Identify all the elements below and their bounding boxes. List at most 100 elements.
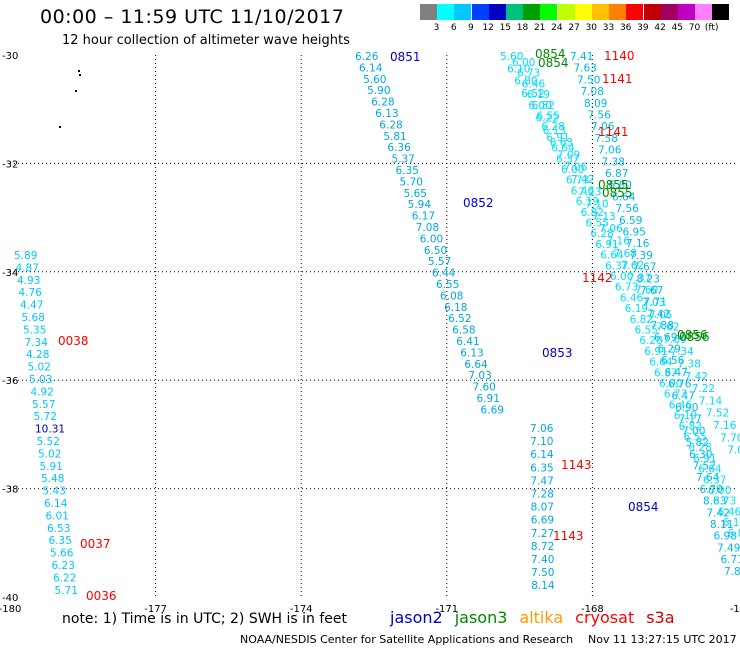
swh-value: 7.23 xyxy=(578,186,601,198)
swh-value: 7.06 xyxy=(564,162,588,174)
swh-value: 7.38 xyxy=(678,359,701,371)
time-label: 0037 xyxy=(80,537,111,551)
swh-value: 7.16 xyxy=(626,238,650,250)
swh-value: 5.60 xyxy=(500,51,523,63)
swh-value: 5.71 xyxy=(55,585,78,597)
swh-value: 6.26 xyxy=(355,51,379,63)
swh-value: 7.27 xyxy=(531,528,554,540)
swh-value: 5.03 xyxy=(29,374,52,386)
legend-swatch xyxy=(471,4,489,20)
legend-swatch xyxy=(626,4,644,20)
legend-label: 42 xyxy=(654,23,666,33)
swh-value: 4.76 xyxy=(19,287,43,299)
swh-value-overlap: 6.46 xyxy=(522,78,546,90)
legend-label: 39 xyxy=(637,23,649,33)
satellite-legend: jason2 jason3 altika cryosat s3a xyxy=(390,608,687,627)
swh-value: 8.11 xyxy=(710,519,733,531)
data-dot xyxy=(78,70,80,72)
time-label: 0036 xyxy=(86,589,117,603)
swh-value: 8.72 xyxy=(531,541,554,553)
swh-value: 7.00 xyxy=(682,425,705,437)
swh-value: 6.08 xyxy=(440,290,463,302)
swh-value: 6.69 xyxy=(654,332,677,344)
swh-value: 6.50 xyxy=(424,245,447,257)
swh-value-overlap: 6.19 xyxy=(576,196,599,208)
data-dot xyxy=(75,90,77,92)
swh-value-overlap: 6.91 xyxy=(595,239,618,251)
swh-value-overlap: 6.46 xyxy=(669,399,693,411)
swh-value: 6.14 xyxy=(44,498,68,510)
legend-label: (ft) xyxy=(704,23,719,33)
swh-value: 5.02 xyxy=(28,362,51,374)
swh-value: 7.10 xyxy=(585,199,608,211)
swh-value: 7.03 xyxy=(468,370,491,382)
swh-value: 7.34 xyxy=(670,346,694,358)
swh-value: 6.18 xyxy=(444,302,467,314)
swh-value: 7.60 xyxy=(635,285,658,297)
time-label: 1142 xyxy=(582,271,613,285)
satellite-s3a: s3a xyxy=(646,608,675,627)
swh-value: 7.62 xyxy=(656,322,679,334)
swh-value: 6.80 xyxy=(609,180,632,192)
swh-value: 6.41 xyxy=(456,336,479,348)
legend-label: 6 xyxy=(450,23,457,33)
swh-value: 6.00 xyxy=(420,233,443,245)
time-label: 0854 xyxy=(538,56,569,70)
swh-value: 6.44 xyxy=(432,268,456,280)
legend-swatch xyxy=(454,4,472,20)
swh-value: 6.10 xyxy=(507,63,530,75)
legend-swatch xyxy=(660,4,678,20)
swh-value: 7.40 xyxy=(531,554,554,566)
swh-value: 7.42 xyxy=(647,308,670,320)
swh-value-overlap: 6.00 xyxy=(512,57,535,69)
footer-credit: NOAA/NESDIS Center for Satellite Applica… xyxy=(240,633,574,646)
swh-value: 7.34 xyxy=(25,337,49,349)
swh-value: 7.14 xyxy=(699,395,723,407)
swh-value: 6.30 xyxy=(689,449,712,461)
legend-label: 36 xyxy=(619,23,632,33)
satellite-cryosat: cryosat xyxy=(575,608,635,627)
swh-value: 5.35 xyxy=(23,324,46,336)
swh-value-overlap: 6.28 xyxy=(590,228,613,240)
swh-value-overlap: 6.64 xyxy=(698,464,722,476)
swh-value-overlap: 6.91 xyxy=(693,453,716,465)
swh-value: 7.47 xyxy=(530,475,553,487)
swh-value: 7.22 xyxy=(692,383,715,395)
swh-value-overlap: 6.55 xyxy=(586,218,609,230)
legend-label: 30 xyxy=(585,23,598,33)
swh-value: 8.23 xyxy=(637,273,660,285)
swh-value: 6.22 xyxy=(536,113,559,125)
y-tick-label: -36 xyxy=(2,376,18,387)
swh-value: 5.52 xyxy=(37,436,60,448)
swh-value: 4.93 xyxy=(17,275,40,287)
swh-value: 7.05 xyxy=(649,309,672,321)
swh-value: 6.80 xyxy=(514,76,537,88)
swh-value: 7.50 xyxy=(577,74,600,86)
swh-value: 6.17 xyxy=(412,211,435,223)
legend-label: 3 xyxy=(433,23,440,33)
legend-label: 15 xyxy=(499,23,512,33)
swh-value-overlap: 6.28 xyxy=(639,335,662,347)
swh-value: 7.64 xyxy=(696,472,720,484)
y-tick-label: -30 xyxy=(2,51,18,62)
swh-value: 6.91 xyxy=(477,393,500,405)
swh-value: 6.70 xyxy=(700,484,723,496)
time-label: 1143 xyxy=(553,529,584,543)
swh-value-overlap: 6.19 xyxy=(674,410,697,422)
legend-label: 9 xyxy=(468,23,474,33)
satellite-altika: altika xyxy=(519,608,564,627)
chart-subtitle: 12 hour collection of altimeter wave hei… xyxy=(62,33,350,48)
swh-value: 7.28 xyxy=(531,489,554,501)
swh-value: 6.69 xyxy=(531,515,554,527)
legend-swatch xyxy=(540,4,558,20)
swh-value: 5.72 xyxy=(34,411,57,423)
swh-value: 8.14 xyxy=(531,580,555,592)
swh-value-overlap: 6.82 xyxy=(728,528,740,540)
swh-value: 7.37 xyxy=(628,272,651,284)
y-tick-label: -40 xyxy=(2,593,18,604)
x-tick-label: -180 xyxy=(0,604,21,615)
swh-value: 7.62 xyxy=(621,260,644,272)
swh-value: 6.53 xyxy=(47,523,70,535)
swh-value: 7.71 xyxy=(644,297,667,309)
